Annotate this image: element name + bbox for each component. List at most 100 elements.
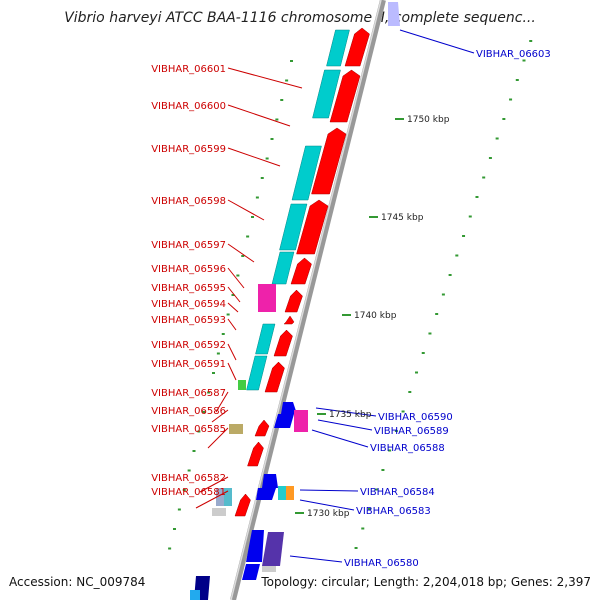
- misc-feature-green: [238, 380, 246, 390]
- label-leader: [317, 419, 373, 431]
- map-title: Vibrio harveyi ATCC BAA-1116 chromosome …: [64, 10, 536, 26]
- scale-tick: [462, 235, 466, 237]
- scale-tick: [231, 294, 235, 296]
- misc-feature-light: [262, 566, 276, 572]
- gene-label-vibhar_06594: VIBHAR_06594: [151, 299, 226, 310]
- forward-gene-arrow: [264, 361, 285, 393]
- label-leader: [227, 199, 265, 221]
- misc-feature-cyan: [278, 486, 288, 500]
- scale-tick: [236, 274, 240, 277]
- gene-label-vibhar_06596: VIBHAR_06596: [151, 264, 226, 275]
- misc-feature-magenta: [294, 410, 308, 432]
- summary-label: Topology: circular; Length: 2,204,018 bp…: [261, 575, 591, 589]
- scale-tick: [435, 313, 439, 315]
- scale-tick: [255, 196, 259, 199]
- cds-block: [279, 203, 308, 251]
- scale-tick: [421, 352, 425, 354]
- scale-tick: [394, 430, 398, 432]
- cds-block: [312, 69, 341, 119]
- scale-tick: [192, 450, 196, 452]
- label-leader: [227, 302, 239, 313]
- scale-tick: [468, 215, 472, 218]
- scale-tick: [246, 235, 250, 238]
- label-leader: [227, 362, 237, 381]
- scale-tick: [168, 547, 172, 550]
- scale-tick: [280, 99, 284, 101]
- misc-feature-blue: [190, 590, 200, 600]
- scale-tick: [221, 333, 225, 335]
- reverse-gene-arrow: [281, 402, 297, 414]
- gene-label-vibhar_06603: VIBHAR_06603: [476, 49, 551, 60]
- scale-tick: [177, 508, 181, 511]
- gene-label-vibhar_06584: VIBHAR_06584: [360, 487, 435, 498]
- scale-tick: [488, 157, 492, 159]
- scale-tick: [202, 411, 206, 413]
- scale-tick: [441, 293, 445, 296]
- reverse-gene-arrow: [242, 564, 260, 580]
- label-leader: [299, 499, 355, 511]
- scale-label: 1750 kbp: [407, 115, 450, 125]
- label-leader: [399, 29, 475, 54]
- scale-tick: [482, 176, 486, 179]
- scale-tick: [374, 488, 378, 491]
- scale-tick: [251, 216, 254, 218]
- scale-tick: [290, 60, 293, 62]
- forward-gene-arrow: [296, 199, 329, 255]
- label-leader: [199, 476, 229, 493]
- scale-tick: [529, 40, 533, 42]
- reverse-gene-arrow: [388, 2, 400, 26]
- label-leader: [215, 391, 229, 413]
- forward-gene-arrow: [247, 441, 264, 467]
- cds-block: [255, 323, 276, 355]
- label-leader: [289, 555, 343, 563]
- scale-tick: [207, 391, 211, 394]
- misc-feature-olive: [229, 424, 243, 434]
- misc-feature-teal: [224, 488, 232, 506]
- scale-tick: [187, 469, 191, 472]
- scale-tick: [241, 255, 245, 257]
- forward-gene-arrow: [273, 329, 293, 357]
- gene-label-vibhar_06601: VIBHAR_06601: [151, 64, 226, 75]
- scale-tick: [216, 352, 220, 355]
- label-leader: [227, 243, 255, 263]
- gene-label-vibhar_06600: VIBHAR_06600: [151, 101, 226, 112]
- forward-gene-arrow: [234, 493, 251, 517]
- label-leader: [227, 286, 241, 303]
- scale-tick: [415, 371, 419, 374]
- label-leader: [207, 427, 229, 449]
- scale-tick: [381, 469, 385, 471]
- reverse-gene-arrow: [262, 532, 284, 566]
- scale-tick: [197, 430, 201, 433]
- reverse-gene-arrow: [256, 488, 276, 500]
- gene-label-vibhar_06585: VIBHAR_06585: [151, 424, 226, 435]
- gene-label-vibhar_06595: VIBHAR_06595: [151, 283, 226, 294]
- scale-tick: [522, 59, 526, 62]
- scale-label: 1740 kbp: [354, 311, 397, 321]
- gene-label-vibhar_06582: VIBHAR_06582: [151, 473, 226, 484]
- gene-label-vibhar_06593: VIBHAR_06593: [151, 315, 226, 326]
- gene-label-vibhar_06583: VIBHAR_06583: [356, 506, 431, 517]
- gene-label-vibhar_06587: VIBHAR_06587: [151, 388, 226, 399]
- label-leader: [227, 343, 237, 361]
- scale-label: 1730 kbp: [307, 509, 350, 519]
- gene-labels: VIBHAR_06601 VIBHAR_06600 VIBHAR_06599 VIBH…: [151, 49, 551, 569]
- scale-tick: [475, 196, 479, 198]
- label-leader: [195, 490, 229, 509]
- scale-tick: [455, 254, 459, 257]
- misc-feature-orange: [286, 486, 294, 500]
- cds-block: [291, 145, 322, 201]
- label-leader: [211, 409, 229, 423]
- reverse-gene-arrow: [246, 530, 264, 562]
- gene-label-vibhar_06580: VIBHAR_06580: [344, 558, 419, 569]
- forward-gene-arrow: [329, 69, 361, 123]
- tick-marks: [168, 40, 533, 550]
- scale-label: 1745 kbp: [381, 213, 424, 223]
- forward-gene-arrow: [290, 257, 312, 285]
- label-leader: [227, 318, 237, 331]
- scale-tick: [515, 79, 519, 81]
- scale-tick: [275, 118, 279, 121]
- accession-label: Accession: NC_009784: [9, 575, 146, 589]
- gene-label-vibhar_06598: VIBHAR_06598: [151, 196, 226, 207]
- scale-tick: [388, 449, 392, 452]
